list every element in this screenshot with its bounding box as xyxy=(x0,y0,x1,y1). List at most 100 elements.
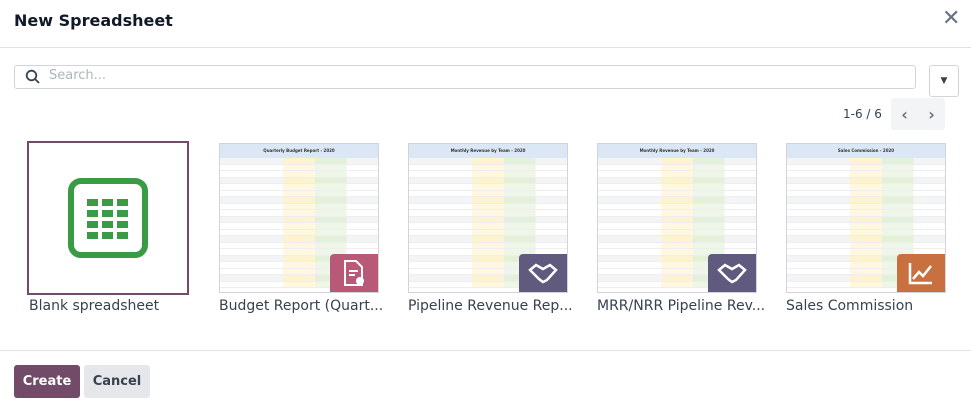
thumbnail-row xyxy=(220,275,378,282)
chevron-right-icon[interactable]: › xyxy=(928,104,935,124)
close-icon[interactable]: ✕ xyxy=(942,6,961,31)
thumbnail-row xyxy=(598,242,756,249)
thumbnail-row xyxy=(598,229,756,236)
search-options-toggle[interactable]: ▼ xyxy=(929,65,959,97)
thumbnail-row xyxy=(220,171,378,178)
thumbnail-row xyxy=(220,223,378,230)
thumbnail-title: Monthly Revenue by Team - 2020 xyxy=(409,144,567,158)
thumbnail-row xyxy=(787,262,945,269)
thumbnail-row xyxy=(787,268,945,275)
pager-buttons: ‹ › xyxy=(891,98,945,130)
thumbnail-row xyxy=(787,255,945,262)
thumbnail-row xyxy=(598,177,756,184)
thumbnail-row xyxy=(598,275,756,282)
thumbnail-row xyxy=(598,190,756,197)
thumbnail-row xyxy=(220,236,378,243)
thumbnail-row xyxy=(220,210,378,217)
thumbnail-row xyxy=(409,158,567,165)
thumbnail-row xyxy=(220,249,378,256)
template-label: Pipeline Revenue Rep... xyxy=(408,298,573,314)
search-bar xyxy=(14,65,916,89)
thumbnail-row xyxy=(409,229,567,236)
thumbnail-title: Sales Commission - 2020 xyxy=(787,144,945,158)
thumbnail-row xyxy=(598,236,756,243)
thumbnail-row xyxy=(787,210,945,217)
thumbnail-row xyxy=(409,249,567,256)
document-gear-icon xyxy=(330,254,378,292)
thumbnail-row xyxy=(598,184,756,191)
thumbnail-row xyxy=(409,190,567,197)
thumbnail-row xyxy=(409,184,567,191)
cancel-button[interactable]: Cancel xyxy=(84,365,150,398)
thumbnail-row xyxy=(409,268,567,275)
template-budget-report[interactable]: Quarterly Budget Report - 2020 xyxy=(219,143,379,293)
template-label: Budget Report (Quart... xyxy=(219,298,384,314)
template-label: Blank spreadsheet xyxy=(29,298,160,314)
thumbnail-row xyxy=(220,216,378,223)
thumbnail-row xyxy=(409,203,567,210)
dialog-header: New Spreadsheet ✕ xyxy=(0,0,971,48)
thumbnail-row xyxy=(220,268,378,275)
template-blank[interactable] xyxy=(27,141,189,295)
thumbnail-row xyxy=(409,216,567,223)
thumbnail-row xyxy=(598,171,756,178)
trending-chart-icon xyxy=(897,254,945,292)
thumbnail-row xyxy=(598,249,756,256)
thumbnail-row xyxy=(220,190,378,197)
thumbnail-row xyxy=(787,236,945,243)
thumbnail-row xyxy=(220,242,378,249)
thumbnail-row xyxy=(409,242,567,249)
thumbnail-row xyxy=(409,262,567,269)
template-pipeline-revenue[interactable]: Monthly Revenue by Team - 2020 xyxy=(408,143,568,293)
template-label: Sales Commission xyxy=(786,298,914,314)
search-icon xyxy=(25,69,40,84)
thumbnail-row xyxy=(220,281,378,288)
thumbnail-row xyxy=(787,164,945,171)
thumbnail-row xyxy=(220,197,378,204)
thumbnail-row xyxy=(598,197,756,204)
handshake-icon xyxy=(708,254,756,292)
thumbnail-row xyxy=(787,223,945,230)
thumbnail-row xyxy=(598,268,756,275)
thumbnail-row xyxy=(220,177,378,184)
dialog-footer-divider xyxy=(0,350,971,351)
chevron-left-icon[interactable]: ‹ xyxy=(901,104,908,124)
thumbnail-row xyxy=(598,164,756,171)
thumbnail-row xyxy=(787,229,945,236)
thumbnail-row xyxy=(220,203,378,210)
thumbnail-title: Quarterly Budget Report - 2020 xyxy=(220,144,378,158)
thumbnail-row xyxy=(787,275,945,282)
handshake-icon xyxy=(519,254,567,292)
template-mrr-nrr-pipeline[interactable]: Monthly Revenue by Team - 2020 xyxy=(597,143,757,293)
search-input[interactable] xyxy=(49,68,899,83)
spreadsheet-grid-icon xyxy=(68,178,148,258)
thumbnail-row xyxy=(220,262,378,269)
thumbnail-row xyxy=(409,164,567,171)
create-button[interactable]: Create xyxy=(14,365,80,398)
thumbnail-row xyxy=(598,210,756,217)
thumbnail-row xyxy=(598,158,756,165)
thumbnail-row xyxy=(409,281,567,288)
thumbnail-row xyxy=(787,242,945,249)
thumbnail-row xyxy=(409,236,567,243)
thumbnail-row xyxy=(220,164,378,171)
template-label: MRR/NRR Pipeline Rev... xyxy=(597,298,766,314)
dialog-title: New Spreadsheet xyxy=(14,11,173,30)
pager-value: 1-6 / 6 xyxy=(843,107,882,121)
thumbnail-row xyxy=(409,275,567,282)
thumbnail-row xyxy=(787,203,945,210)
thumbnail-row xyxy=(409,171,567,178)
thumbnail-row xyxy=(220,229,378,236)
thumbnail-row xyxy=(409,197,567,204)
thumbnail-row xyxy=(787,158,945,165)
thumbnail-row xyxy=(409,177,567,184)
thumbnail-row xyxy=(409,210,567,217)
thumbnail-row xyxy=(787,197,945,204)
thumbnail-row xyxy=(787,177,945,184)
thumbnail-row xyxy=(220,184,378,191)
thumbnail-row xyxy=(787,249,945,256)
template-sales-commission[interactable]: Sales Commission - 2020 xyxy=(786,143,946,293)
thumbnail-row xyxy=(598,223,756,230)
caret-down-icon: ▼ xyxy=(940,76,948,86)
thumbnail-row xyxy=(220,255,378,262)
